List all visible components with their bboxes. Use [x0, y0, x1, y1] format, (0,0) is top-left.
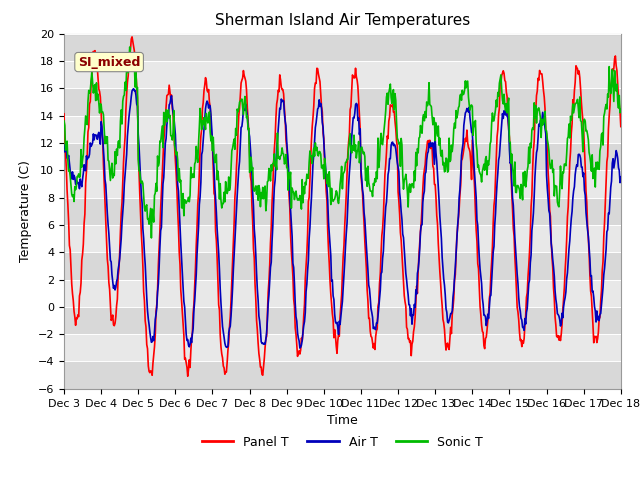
Bar [64, 170, 621, 198]
Bar [64, 307, 621, 334]
Bar [64, 279, 621, 307]
Bar [64, 361, 621, 389]
Bar [64, 143, 621, 170]
Bar [64, 61, 621, 88]
Bar [64, 334, 621, 361]
Y-axis label: Temperature (C): Temperature (C) [19, 160, 32, 262]
Bar [64, 198, 621, 225]
Bar [64, 88, 621, 116]
Bar [64, 225, 621, 252]
Legend: Panel T, Air T, Sonic T: Panel T, Air T, Sonic T [196, 431, 488, 454]
Bar [64, 34, 621, 61]
Title: Sherman Island Air Temperatures: Sherman Island Air Temperatures [215, 13, 470, 28]
Bar [64, 116, 621, 143]
Text: SI_mixed: SI_mixed [78, 56, 140, 69]
Bar [64, 252, 621, 279]
X-axis label: Time: Time [327, 414, 358, 427]
